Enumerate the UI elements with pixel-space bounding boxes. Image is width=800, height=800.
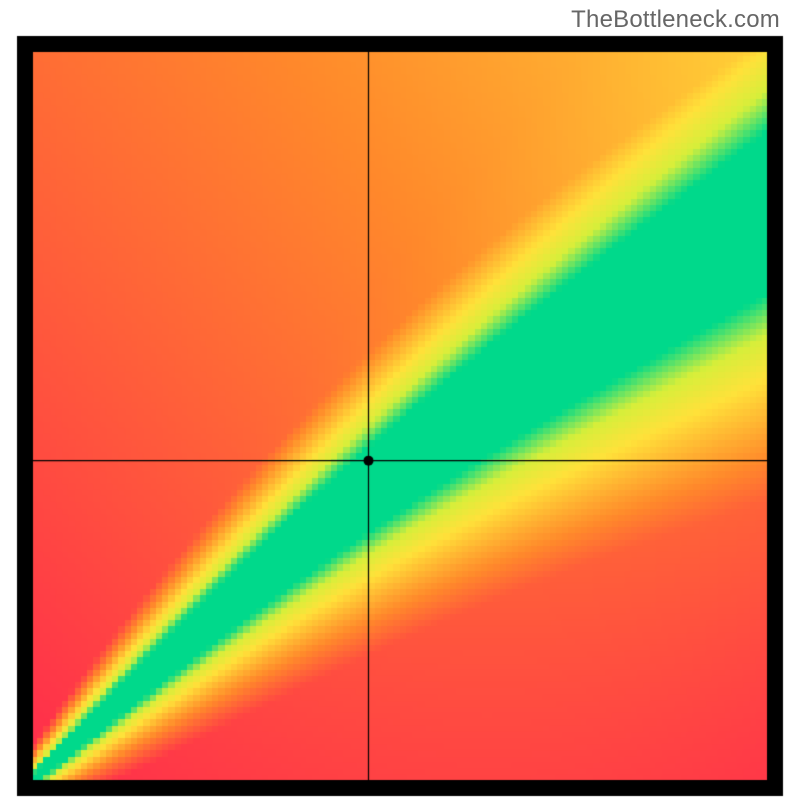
bottleneck-heatmap — [0, 0, 800, 800]
watermark-text: TheBottleneck.com — [571, 6, 780, 34]
